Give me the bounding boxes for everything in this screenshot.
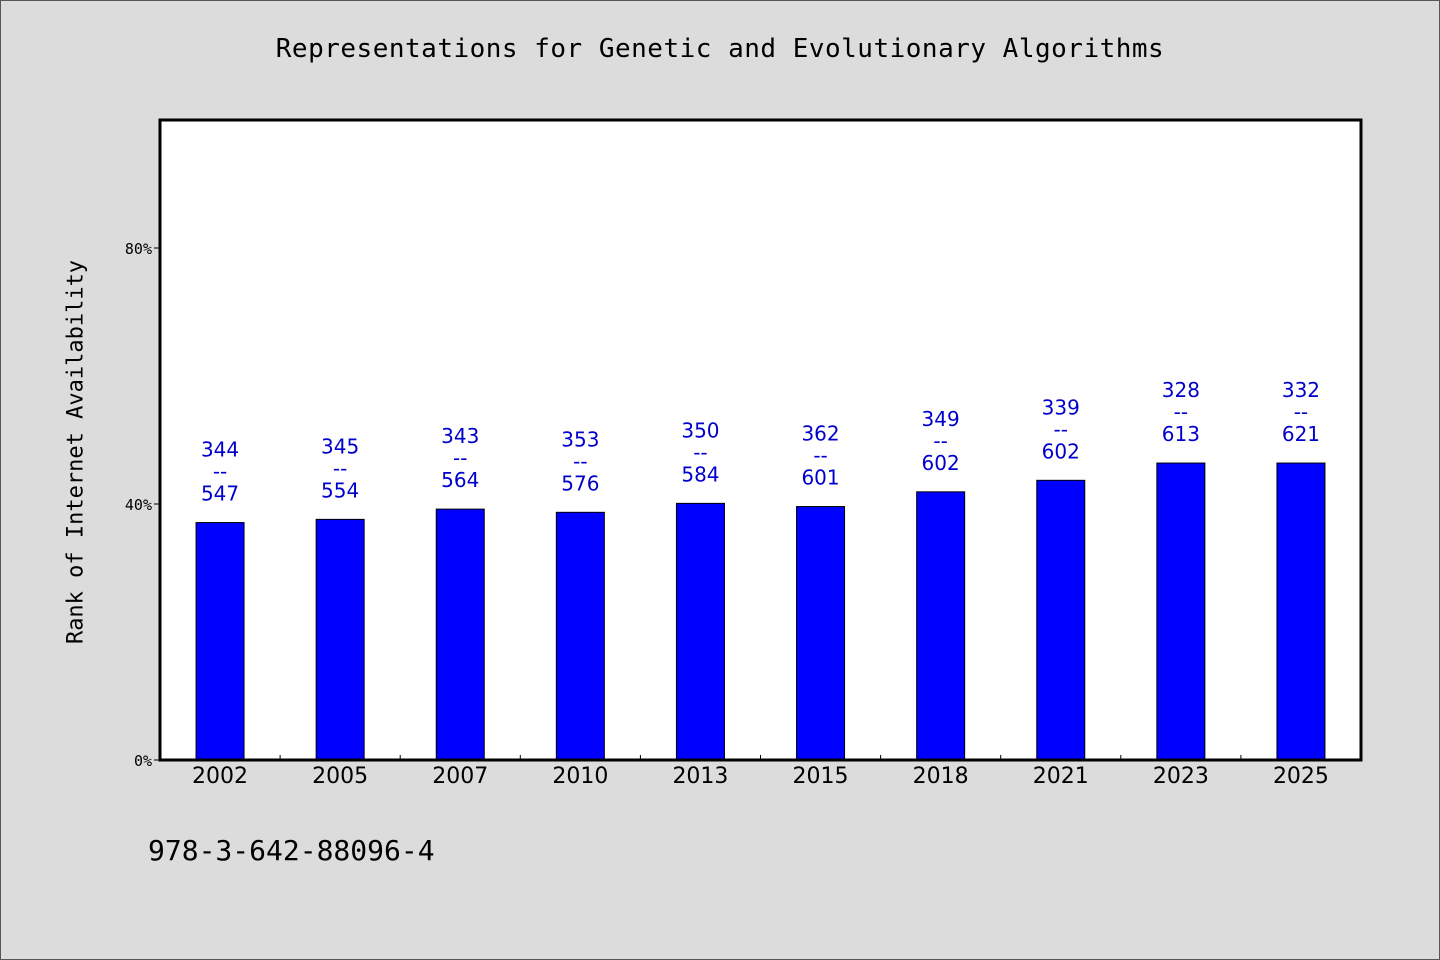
bar-2018: [916, 491, 966, 761]
bar-2010: [555, 511, 605, 761]
bar-2015: [796, 506, 846, 761]
data-label-2005-top: 345: [321, 434, 359, 458]
x-axis: 2002 2005 2007 2010 2013 2015 2018 2021 2023 2025: [192, 755, 1329, 789]
data-label-2021-top: 339: [1042, 395, 1080, 419]
data-label-2002-bottom: 547: [201, 482, 239, 506]
plot-border: [158, 118, 1363, 762]
data-label-2018-bottom: 602: [922, 451, 960, 475]
x-tick-label-2002: 2002: [192, 764, 248, 789]
data-label-2015-sep: --: [813, 444, 827, 468]
data-label-2010-sep: --: [573, 449, 587, 473]
x-tick-label-2015: 2015: [793, 764, 849, 789]
x-tick-label-2005: 2005: [312, 764, 368, 789]
x-tick-label-2023: 2023: [1153, 764, 1209, 789]
bars-group: [195, 462, 1326, 761]
bar-2005: [315, 518, 365, 761]
bar-2021: [1036, 479, 1086, 761]
data-label-2021-bottom: 602: [1042, 439, 1080, 463]
x-tick-label-2010: 2010: [552, 764, 608, 789]
x-tick-label-2013: 2013: [672, 764, 728, 789]
data-label-2002-sep: --: [213, 460, 227, 484]
x-tick-label-2021: 2021: [1033, 764, 1089, 789]
data-label-2015-top: 362: [801, 422, 839, 446]
data-label-2013-bottom: 584: [681, 462, 719, 486]
y-tick-label: 40%: [125, 496, 152, 514]
data-label-2005-sep: --: [333, 456, 347, 480]
data-label-2023-sep: --: [1174, 400, 1188, 424]
data-label-2013-sep: --: [693, 440, 707, 464]
data-label-2007-sep: --: [453, 446, 467, 470]
value-labels-group: 344--547345--554343--564353--576350--584…: [201, 378, 1320, 506]
data-label-2023-bottom: 613: [1162, 422, 1200, 446]
bar-2025: [1276, 462, 1326, 761]
data-label-2025-bottom: 621: [1282, 422, 1320, 446]
data-label-2007-top: 343: [441, 424, 479, 448]
bar-2007: [435, 508, 485, 761]
data-label-2025-top: 332: [1282, 378, 1320, 402]
data-label-2021-sep: --: [1054, 417, 1068, 441]
data-label-2007-bottom: 564: [441, 468, 479, 492]
x-tick-label-2007: 2007: [432, 764, 488, 789]
x-tick-label-2018: 2018: [913, 764, 969, 789]
bar-2002: [195, 522, 245, 761]
data-label-2018-top: 349: [922, 407, 960, 431]
data-label-2015-bottom: 601: [801, 466, 839, 490]
data-label-2010-top: 353: [561, 427, 599, 451]
data-label-2013-top: 350: [681, 418, 719, 442]
y-axis: 0% 40% 80%: [125, 240, 160, 770]
data-label-2010-bottom: 576: [561, 471, 599, 495]
bar-2023: [1156, 462, 1206, 761]
y-tick-label: 80%: [125, 240, 152, 258]
y-tick-label: 0%: [134, 752, 152, 770]
isbn-footer: 978-3-642-88096-4: [148, 834, 435, 867]
data-label-2002-top: 344: [201, 438, 239, 462]
bar-2013: [675, 502, 725, 761]
chart-title: Representations for Genetic and Evolutio…: [275, 34, 1165, 64]
data-label-2023-top: 328: [1162, 378, 1200, 402]
data-label-2018-sep: --: [933, 429, 947, 453]
x-tick-label-2025: 2025: [1273, 764, 1329, 789]
data-label-2005-bottom: 554: [321, 478, 359, 502]
data-label-2025-sep: --: [1294, 400, 1308, 424]
